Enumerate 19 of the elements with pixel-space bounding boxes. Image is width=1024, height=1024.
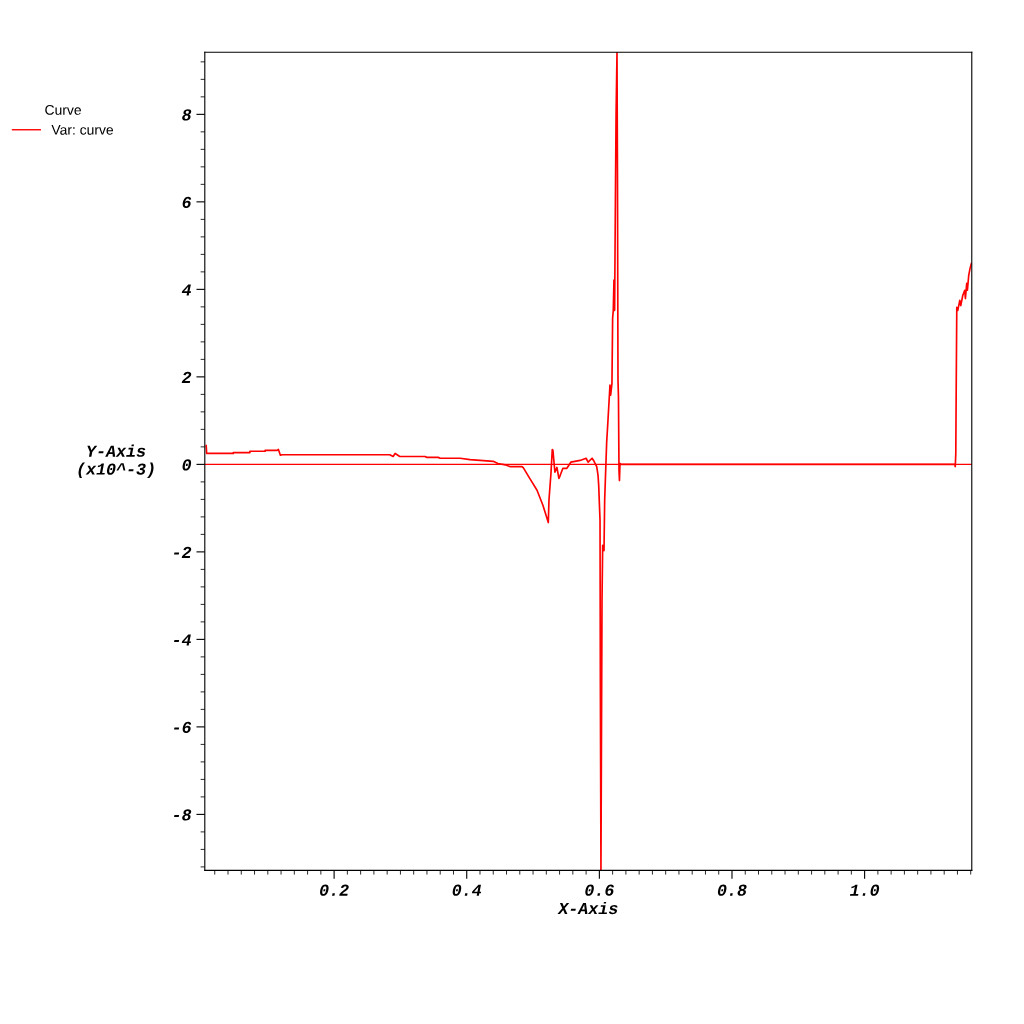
y-tick-label: -2 [174,546,192,558]
x-axis-title: X-Axis [557,901,618,915]
y-tick-label: -4 [174,634,192,646]
legend-label: Var: curve [51,125,114,135]
y-tick-label: 6 [182,196,192,209]
x-tick-label: 0.4 [452,884,482,896]
y-tick-label: -6 [174,721,192,734]
x-tick-label: 1.0 [849,884,880,896]
legend-title: Curve [45,105,81,115]
line-series [205,52,972,871]
y-tick-label: 0 [182,459,192,471]
y-tick-label: 2 [181,371,192,383]
y-axis-title: Y-Axis (x10^-3) [78,444,154,479]
y-tick-label: 4 [181,284,192,296]
x-tick-label: 0.6 [585,884,614,896]
y-tick-label: 8 [182,109,192,121]
y-tick-label: -8 [174,809,192,821]
x-tick-label: 0.2 [320,884,349,896]
x-tick-label: 0.8 [717,884,747,896]
